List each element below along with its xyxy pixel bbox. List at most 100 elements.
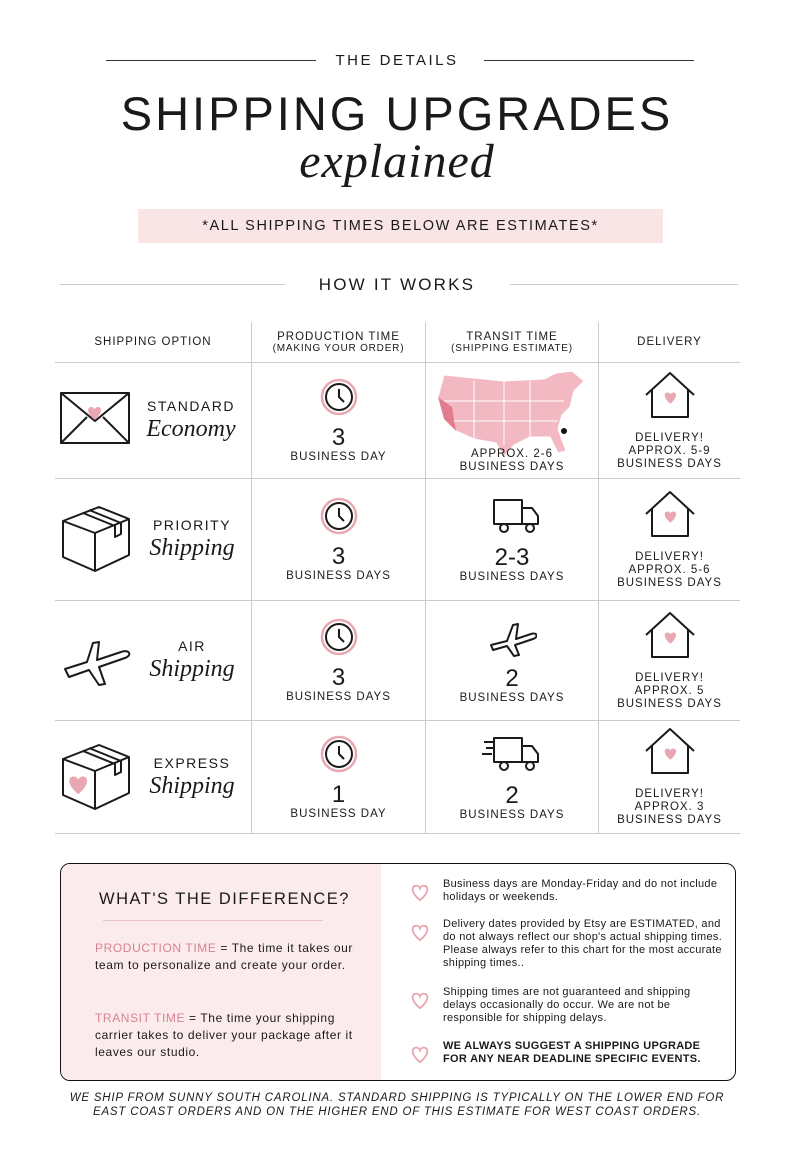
icon-svg [490, 623, 538, 657]
option-name: PRIORITY [152, 517, 232, 533]
delivery-line: APPROX. 5-9 [628, 444, 711, 457]
header-title: TRANSIT TIME [466, 330, 558, 343]
heart-icon [409, 1044, 431, 1069]
rule [106, 60, 316, 61]
delivery-line: DELIVERY! [635, 671, 704, 684]
icon-circle [499, 760, 509, 771]
icon-circle [499, 523, 509, 533]
option-label: STANDARD Economy [131, 398, 251, 443]
production-number: 3 [331, 664, 346, 691]
header-cell: DELIVERY [598, 322, 740, 362]
option-cell: EXPRESS Shipping [55, 720, 251, 833]
option-label: EXPRESS Shipping [133, 755, 251, 800]
header-title: DELIVERY [637, 336, 702, 348]
icon-svg [411, 992, 429, 1010]
transit-line: APPROX. 2-6 [471, 448, 553, 460]
icon-circle [324, 623, 353, 651]
map-icon [434, 367, 590, 474]
icon-path [62, 743, 130, 772]
estimate-note: *ALL SHIPPING TIMES BELOW ARE ESTIMATES* [138, 209, 663, 243]
shipping-table: SHIPPING OPTION PRODUCTION TIME (MAKING YO… [55, 322, 740, 834]
icon-path [438, 397, 456, 431]
house-icon [644, 611, 696, 664]
heart-icon [409, 990, 431, 1015]
difference-box: WHAT'S THE DIFFERENCE? PRODUCTION TIME =… [60, 863, 736, 1081]
icon-circle [320, 378, 357, 416]
delivery-cell: DELIVERY! APPROX. 5-9 BUSINESS DAYS [598, 362, 740, 478]
option-cell: STANDARD Economy [55, 362, 251, 478]
delivery-line: APPROX. 5-6 [628, 563, 711, 576]
icon-svg [64, 641, 131, 686]
icon-svg [62, 743, 130, 810]
icon-path [482, 740, 494, 755]
transit-cell: APPROX. 2-6 BUSINESS DAYS [425, 362, 598, 478]
option-icon [59, 629, 133, 692]
icon-svg [644, 490, 695, 537]
house-icon [644, 490, 696, 543]
delivery-line: APPROX. 3 [634, 801, 705, 813]
pink-panel [61, 864, 381, 1080]
header-cell: SHIPPING OPTION [55, 322, 251, 362]
icon-rect [493, 736, 523, 763]
icon-circle [320, 735, 357, 772]
icon-path [64, 641, 131, 686]
difference-title: WHAT'S THE DIFFERENCE? [99, 890, 350, 908]
transit-cell: 2 BUSINESS DAYS [425, 600, 598, 720]
definition-text: = The time it takes our team to personal… [95, 941, 354, 972]
delivery-line: BUSINESS DAYS [617, 576, 722, 589]
icon-path [337, 389, 345, 403]
icon-rect [60, 392, 130, 444]
icon-path [490, 623, 538, 657]
icon-svg [644, 371, 695, 418]
note: Delivery dates provided by Etsy are ESTI… [443, 918, 723, 969]
delivery-cell: DELIVERY! APPROX. 5-6 BUSINESS DAYS [598, 478, 740, 600]
icon-path [664, 511, 676, 523]
icon-path [664, 392, 676, 404]
house-icon [644, 371, 696, 424]
icon-path [337, 508, 345, 522]
icon-circle [525, 760, 535, 771]
definition: TRANSIT TIME = The time your shipping ca… [95, 1010, 355, 1061]
icon-path [82, 746, 122, 776]
header-title: PRODUCTION TIME [277, 330, 400, 343]
production-cell: 3 BUSINESS DAY [251, 362, 425, 478]
icon-path [82, 509, 122, 538]
icon-path [650, 629, 689, 658]
icon-path [411, 992, 429, 1010]
icon-path [664, 632, 676, 644]
heart-icon [409, 882, 431, 907]
option-script: Shipping [149, 656, 235, 682]
option-script: Economy [146, 416, 236, 442]
option-cell: PRIORITY Shipping [55, 478, 251, 600]
delivery-line: BUSINESS DAYS [617, 457, 722, 470]
icon-path [437, 370, 585, 458]
icon-svg [320, 618, 357, 656]
heart-icon [409, 922, 431, 947]
option-icon [59, 391, 131, 450]
header-cell: TRANSIT TIME (SHIPPING ESTIMATE) [425, 322, 598, 362]
icon-path [337, 745, 345, 760]
icon-path [644, 490, 695, 515]
transit-unit: BUSINESS DAYS [459, 571, 565, 583]
rule [510, 284, 738, 285]
transit-icon [487, 617, 538, 662]
option-script: Shipping [149, 772, 235, 799]
production-unit: BUSINESS DAYS [286, 691, 391, 703]
divider [103, 920, 323, 921]
production-number: 1 [331, 780, 346, 808]
transit-number: 2 [505, 781, 519, 809]
icon-svg [320, 735, 357, 772]
option-name: STANDARD [147, 398, 235, 414]
icon-svg [60, 392, 130, 444]
delivery-line: DELIVERY! [635, 431, 704, 444]
icon-path [62, 521, 96, 572]
icon-path [337, 629, 345, 643]
production-cell: 3 BUSINESS DAYS [251, 600, 425, 720]
clock-icon [320, 378, 358, 421]
icon-svg [62, 506, 130, 572]
transit-icon [482, 496, 542, 541]
us-map [437, 370, 585, 458]
icon-path [62, 506, 130, 534]
icon-rect [493, 499, 523, 525]
